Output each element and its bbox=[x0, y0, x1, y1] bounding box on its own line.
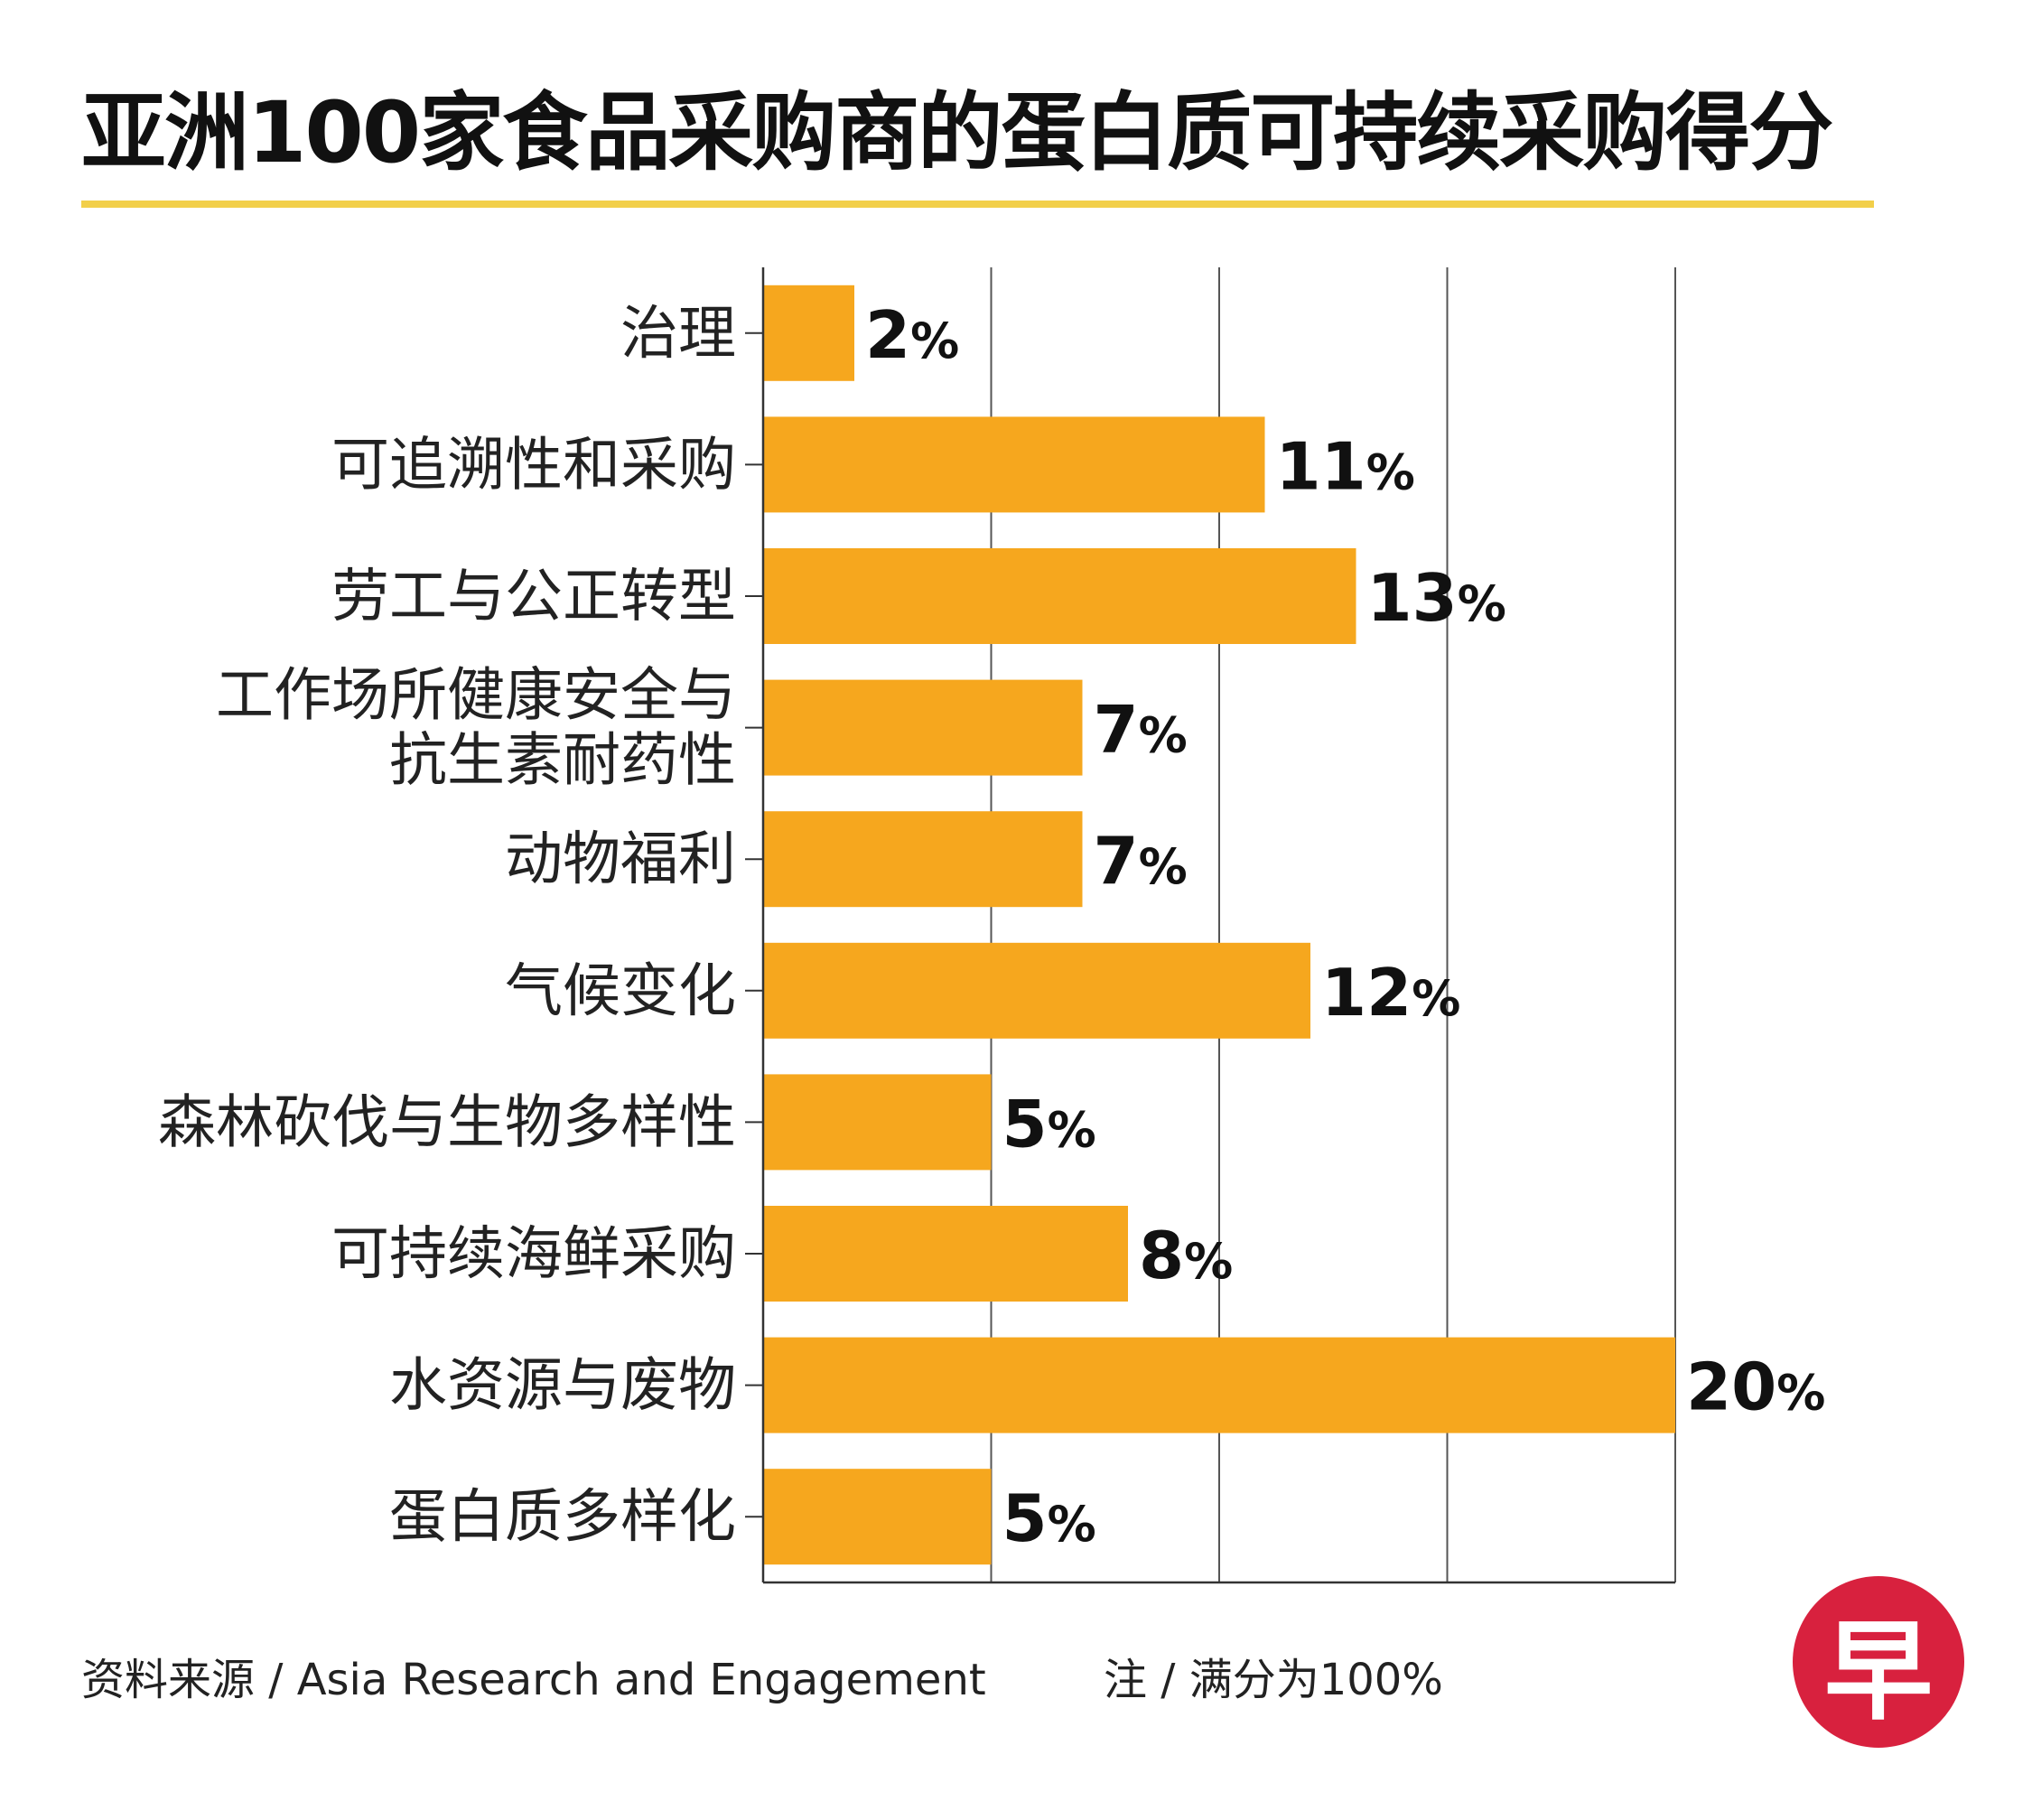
source-note: 资料来源 / Asia Research and Engagement bbox=[81, 1655, 986, 1705]
category-label: 气候变化 bbox=[505, 958, 736, 1025]
value-label: 7% bbox=[1094, 692, 1188, 768]
value-label: 5% bbox=[1002, 1086, 1096, 1162]
bar bbox=[763, 416, 1265, 513]
bar bbox=[763, 1206, 1128, 1302]
category-labels: 治理可追溯性和采购劳工与公正转型工作场所健康安全与抗生素耐药性动物福利气候变化森… bbox=[158, 301, 736, 1551]
category-label: 治理 bbox=[620, 301, 736, 368]
value-label: 20% bbox=[1686, 1349, 1825, 1425]
value-label: 2% bbox=[865, 297, 959, 373]
category-label: 抗生素耐药性 bbox=[389, 728, 736, 795]
value-label: 12% bbox=[1321, 955, 1460, 1031]
category-label: 可持续海鲜采购 bbox=[331, 1221, 736, 1288]
value-labels: 2% 11% 13% 7% 7% 12% 5% 8% 20% 5% bbox=[865, 297, 1825, 1556]
bar-chart: 治理可追溯性和采购劳工与公正转型工作场所健康安全与抗生素耐药性动物福利气候变化森… bbox=[158, 267, 1825, 1584]
zaobao-logo-icon: 早 bbox=[1793, 1576, 1964, 1748]
category-label: 蛋白质多样化 bbox=[389, 1484, 736, 1551]
category-label: 劳工与公正转型 bbox=[331, 564, 736, 630]
category-label: 水资源与废物 bbox=[389, 1353, 736, 1420]
bar bbox=[763, 942, 1310, 1039]
chart-title: 亚洲100家食品采购商的蛋白质可持续采购得分 bbox=[81, 84, 1833, 182]
bar bbox=[763, 1074, 992, 1171]
value-label: 7% bbox=[1094, 823, 1188, 899]
axes bbox=[745, 267, 1675, 1584]
category-label: 动物福利 bbox=[505, 826, 736, 893]
bar bbox=[763, 1469, 992, 1565]
value-label: 5% bbox=[1002, 1480, 1096, 1556]
category-label: 工作场所健康安全与 bbox=[216, 663, 736, 730]
bar bbox=[763, 285, 854, 381]
bar bbox=[763, 1337, 1675, 1433]
category-label: 可追溯性和采购 bbox=[331, 432, 736, 499]
title-underline bbox=[81, 201, 1874, 208]
bars bbox=[763, 285, 1675, 1565]
scale-note: 注 / 满分为100% bbox=[1104, 1655, 1443, 1705]
bar bbox=[763, 811, 1083, 908]
category-label: 森林砍伐与生物多样性 bbox=[158, 1089, 736, 1156]
bar bbox=[763, 679, 1083, 776]
bar bbox=[763, 548, 1356, 644]
logo-glyph: 早 bbox=[1824, 1610, 1933, 1735]
value-label: 13% bbox=[1367, 560, 1506, 636]
value-label: 11% bbox=[1276, 428, 1415, 504]
value-label: 8% bbox=[1139, 1218, 1233, 1293]
